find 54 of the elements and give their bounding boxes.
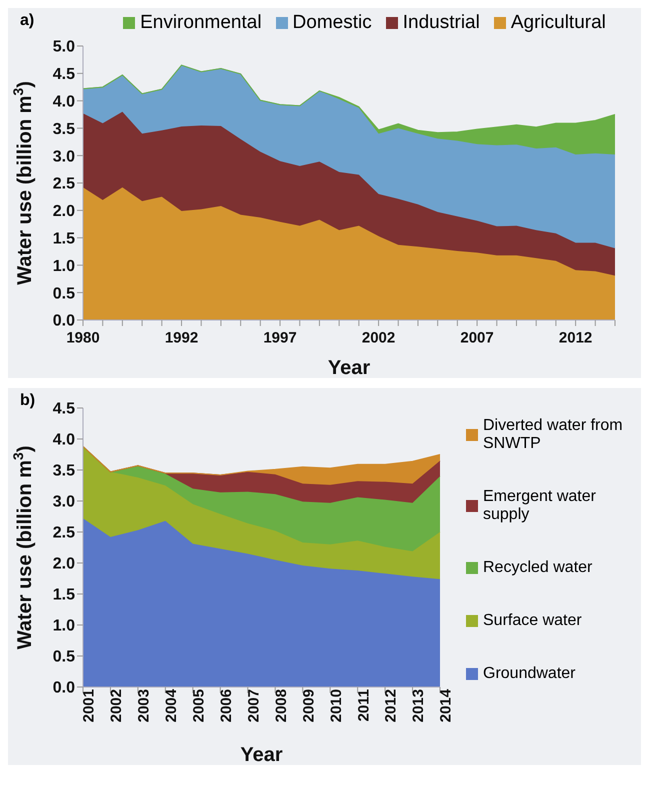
x-tick-label: 2006 [218, 689, 235, 722]
legend-label: Surface water [483, 612, 582, 630]
legend-label: Recycled water [483, 558, 592, 577]
y-tick-label: 4.5 [52, 400, 76, 418]
x-tick-label: 2007 [460, 330, 494, 347]
legend-label: Industrial [402, 12, 480, 34]
legend-label: Environmental [140, 12, 262, 34]
y-tick-label: 2.0 [52, 556, 76, 573]
y-tick-label: 3.0 [52, 148, 76, 166]
y-tick-label: 4.0 [52, 432, 76, 449]
x-tick-label: 2002 [108, 689, 126, 722]
x-tick-label: 2010 [328, 689, 345, 722]
x-tick-label: 2007 [245, 689, 262, 722]
y-tick-label: 0.0 [52, 312, 76, 330]
y-tick-label: 0.5 [52, 648, 76, 666]
x-tick-label: 2013 [410, 689, 428, 722]
x-tick-label: 2005 [190, 689, 208, 722]
chart-title: a) [20, 12, 34, 30]
y-tick-label: 0.5 [52, 285, 76, 302]
y-tick-label: 1.5 [52, 230, 76, 248]
y-tick-label: 1.0 [52, 258, 76, 275]
y-tick-label: 2.5 [52, 524, 76, 542]
x-tick-label: 2002 [362, 330, 396, 347]
legend-label: Agricultural [510, 12, 606, 34]
y-tick-label: 1.0 [52, 618, 76, 635]
y-tick-label: 0.0 [52, 680, 76, 697]
x-tick-label: 2008 [272, 689, 290, 722]
y-tick-label: 3.5 [52, 462, 76, 480]
x-tick-label: 1997 [263, 330, 297, 347]
legend-label: Emergent water supply [483, 488, 597, 524]
x-axis-title: Year [328, 357, 370, 379]
x-tick-label: 1980 [66, 330, 100, 347]
x-axis-title: Year [240, 744, 283, 766]
x-tick-label: 2011 [355, 689, 372, 722]
y-tick-label: 5.0 [52, 38, 76, 56]
legend-label: Diverted water from SNWTP [483, 417, 624, 454]
y-tick-label: 1.5 [52, 586, 76, 604]
x-tick-label: 2014 [438, 688, 455, 722]
legend-label: Domestic [292, 12, 372, 34]
x-tick-label: 2003 [136, 689, 153, 722]
legend-label: Groundwater [483, 664, 576, 683]
y-tick-label: 3.0 [52, 494, 76, 511]
x-tick-label: 2012 [382, 689, 400, 722]
y-tick-label: 2.5 [52, 176, 76, 193]
y-tick-label: 2.0 [52, 203, 76, 220]
y-tick-label: 4.0 [52, 93, 76, 110]
chart-title: b) [20, 392, 36, 410]
x-tick-label: 2012 [558, 330, 592, 347]
x-tick-label: 2009 [300, 689, 318, 722]
y-tick-label: 3.5 [52, 120, 76, 138]
x-tick-label: 2001 [80, 689, 98, 722]
y-tick-label: 4.5 [52, 66, 76, 84]
x-tick-label: 2004 [163, 688, 180, 722]
x-tick-label: 1992 [164, 330, 198, 347]
